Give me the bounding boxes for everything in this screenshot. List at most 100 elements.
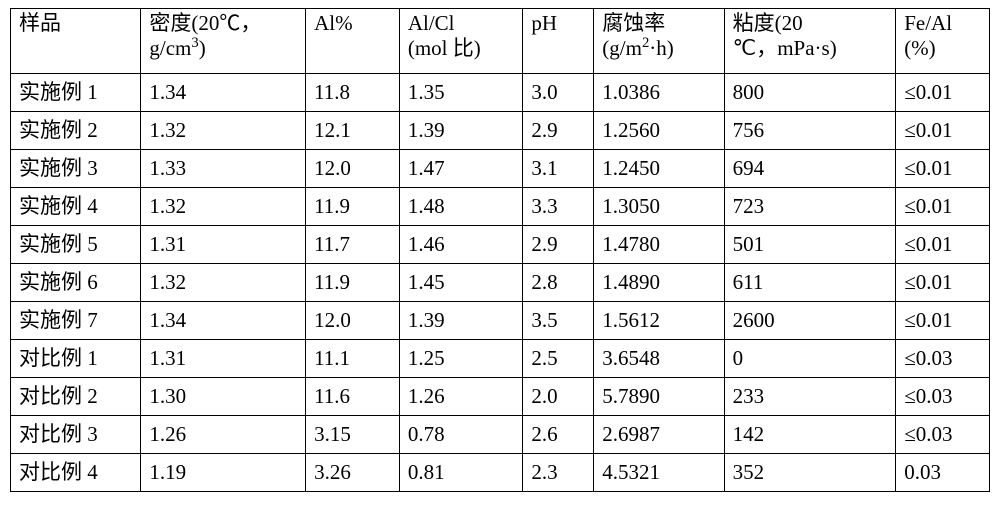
cell-corrosion: 1.4890: [594, 264, 724, 302]
table-row: 实施例 11.3411.81.353.01.0386800≤0.01: [11, 74, 990, 112]
cell-al_cl: 0.78: [399, 416, 523, 454]
col-header-al_cl: Al/Cl(mol 比): [399, 9, 523, 74]
cell-corrosion: 1.2560: [594, 112, 724, 150]
table-row: 实施例 31.3312.01.473.11.2450694≤0.01: [11, 150, 990, 188]
table-header: 样品密度(20℃，g/cm3)Al%Al/Cl(mol 比)pH腐蚀率(g/m2…: [11, 9, 990, 74]
cell-viscosity: 611: [724, 264, 896, 302]
cell-al_pct: 12.0: [306, 150, 400, 188]
table-container: 样品密度(20℃，g/cm3)Al%Al/Cl(mol 比)pH腐蚀率(g/m2…: [0, 0, 1000, 529]
cell-sample: 实施例 1: [11, 74, 141, 112]
table-row: 实施例 51.3111.71.462.91.4780501≤0.01: [11, 226, 990, 264]
cell-viscosity: 694: [724, 150, 896, 188]
header-row: 样品密度(20℃，g/cm3)Al%Al/Cl(mol 比)pH腐蚀率(g/m2…: [11, 9, 990, 74]
cell-al_cl: 0.81: [399, 454, 523, 492]
cell-viscosity: 0: [724, 340, 896, 378]
cell-al_pct: 11.9: [306, 264, 400, 302]
cell-al_cl: 1.26: [399, 378, 523, 416]
cell-sample: 实施例 2: [11, 112, 141, 150]
cell-fe_al: ≤0.01: [896, 74, 990, 112]
cell-density: 1.31: [141, 226, 306, 264]
col-header-sample: 样品: [11, 9, 141, 74]
cell-al_pct: 11.6: [306, 378, 400, 416]
cell-sample: 实施例 6: [11, 264, 141, 302]
cell-al_cl: 1.48: [399, 188, 523, 226]
cell-ph: 3.1: [523, 150, 594, 188]
cell-sample: 对比例 2: [11, 378, 141, 416]
cell-fe_al: ≤0.01: [896, 226, 990, 264]
cell-viscosity: 756: [724, 112, 896, 150]
cell-viscosity: 233: [724, 378, 896, 416]
col-header-corrosion: 腐蚀率(g/m2·h): [594, 9, 724, 74]
cell-corrosion: 1.2450: [594, 150, 724, 188]
cell-al_pct: 12.1: [306, 112, 400, 150]
cell-viscosity: 501: [724, 226, 896, 264]
cell-ph: 2.8: [523, 264, 594, 302]
cell-viscosity: 142: [724, 416, 896, 454]
cell-sample: 实施例 3: [11, 150, 141, 188]
cell-corrosion: 1.3050: [594, 188, 724, 226]
cell-fe_al: ≤0.01: [896, 188, 990, 226]
cell-sample: 对比例 4: [11, 454, 141, 492]
cell-density: 1.34: [141, 74, 306, 112]
cell-density: 1.34: [141, 302, 306, 340]
table-row: 实施例 71.3412.01.393.51.56122600≤0.01: [11, 302, 990, 340]
cell-sample: 实施例 4: [11, 188, 141, 226]
cell-al_cl: 1.46: [399, 226, 523, 264]
cell-ph: 3.3: [523, 188, 594, 226]
data-table: 样品密度(20℃，g/cm3)Al%Al/Cl(mol 比)pH腐蚀率(g/m2…: [10, 8, 990, 492]
col-header-fe_al: Fe/Al(%): [896, 9, 990, 74]
cell-fe_al: ≤0.03: [896, 378, 990, 416]
cell-density: 1.32: [141, 112, 306, 150]
table-row: 实施例 21.3212.11.392.91.2560756≤0.01: [11, 112, 990, 150]
cell-density: 1.32: [141, 264, 306, 302]
cell-fe_al: ≤0.01: [896, 302, 990, 340]
cell-fe_al: ≤0.01: [896, 150, 990, 188]
table-row: 对比例 21.3011.61.262.05.7890233≤0.03: [11, 378, 990, 416]
cell-ph: 2.6: [523, 416, 594, 454]
cell-corrosion: 3.6548: [594, 340, 724, 378]
cell-al_pct: 11.9: [306, 188, 400, 226]
cell-al_pct: 3.15: [306, 416, 400, 454]
table-row: 实施例 61.3211.91.452.81.4890611≤0.01: [11, 264, 990, 302]
col-header-al_pct: Al%: [306, 9, 400, 74]
cell-ph: 3.0: [523, 74, 594, 112]
cell-fe_al: ≤0.01: [896, 112, 990, 150]
cell-viscosity: 352: [724, 454, 896, 492]
cell-sample: 对比例 1: [11, 340, 141, 378]
cell-corrosion: 2.6987: [594, 416, 724, 454]
cell-viscosity: 723: [724, 188, 896, 226]
cell-sample: 实施例 7: [11, 302, 141, 340]
cell-density: 1.26: [141, 416, 306, 454]
cell-fe_al: ≤0.03: [896, 340, 990, 378]
table-row: 对比例 31.263.150.782.62.6987142≤0.03: [11, 416, 990, 454]
cell-ph: 2.0: [523, 378, 594, 416]
cell-al_pct: 3.26: [306, 454, 400, 492]
table-row: 对比例 11.3111.11.252.53.65480≤0.03: [11, 340, 990, 378]
col-header-density: 密度(20℃，g/cm3): [141, 9, 306, 74]
cell-fe_al: ≤0.03: [896, 416, 990, 454]
table-row: 实施例 41.3211.91.483.31.3050723≤0.01: [11, 188, 990, 226]
cell-sample: 对比例 3: [11, 416, 141, 454]
cell-al_pct: 11.7: [306, 226, 400, 264]
cell-al_cl: 1.35: [399, 74, 523, 112]
cell-al_cl: 1.25: [399, 340, 523, 378]
cell-ph: 2.5: [523, 340, 594, 378]
cell-ph: 3.5: [523, 302, 594, 340]
col-header-ph: pH: [523, 9, 594, 74]
cell-al_pct: 11.8: [306, 74, 400, 112]
cell-ph: 2.9: [523, 226, 594, 264]
table-row: 对比例 41.193.260.812.34.53213520.03: [11, 454, 990, 492]
cell-al_pct: 11.1: [306, 340, 400, 378]
cell-al_cl: 1.47: [399, 150, 523, 188]
cell-ph: 2.3: [523, 454, 594, 492]
table-body: 实施例 11.3411.81.353.01.0386800≤0.01实施例 21…: [11, 74, 990, 492]
cell-al_cl: 1.45: [399, 264, 523, 302]
cell-density: 1.33: [141, 150, 306, 188]
cell-density: 1.32: [141, 188, 306, 226]
cell-density: 1.31: [141, 340, 306, 378]
cell-corrosion: 4.5321: [594, 454, 724, 492]
cell-viscosity: 2600: [724, 302, 896, 340]
cell-fe_al: 0.03: [896, 454, 990, 492]
cell-sample: 实施例 5: [11, 226, 141, 264]
cell-density: 1.19: [141, 454, 306, 492]
